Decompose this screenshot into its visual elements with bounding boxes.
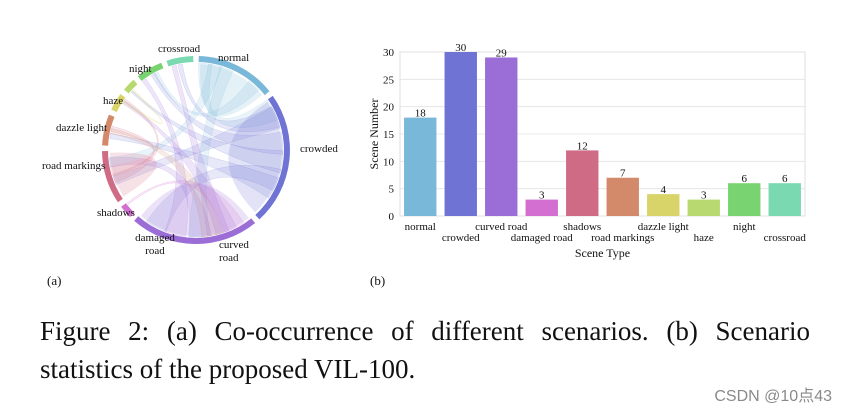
chord-arc-curved-road	[134, 216, 256, 245]
y-tick-label: 20	[383, 102, 395, 114]
bar-curved-road	[485, 57, 518, 216]
data-label: 30	[455, 42, 467, 54]
chord-ribbon	[109, 157, 212, 238]
y-axis-label: Scene Number	[367, 99, 381, 170]
chord-ribbon	[112, 98, 159, 184]
chord-arc-shadows	[102, 151, 123, 203]
chord-label: shadows	[97, 207, 135, 219]
panel-a-label: (a)	[47, 273, 61, 288]
chord-arc-night	[137, 62, 164, 81]
bar-night	[728, 183, 761, 216]
chord-label: damaged road	[135, 232, 175, 257]
bar-chart: 0 5 10 15 20 25 30 18 normal 30 crowded 29 curved ro…	[367, 42, 806, 260]
watermark: CSDN @10点43	[714, 388, 832, 405]
y-tick-label: 10	[383, 156, 395, 168]
chord-arc-dazzle-light	[111, 94, 126, 113]
y-tick-label: 15	[383, 129, 395, 141]
figure: normal crowded curved road damaged road shadow…	[42, 42, 806, 288]
chord-ribbon	[122, 100, 237, 235]
chord-self-ribbon	[200, 64, 263, 117]
figure-caption: Figure 2: (a) Co-occurrence of different…	[40, 316, 810, 384]
y-tick-label: 25	[383, 74, 395, 86]
x-tick-label: road markings	[591, 232, 654, 244]
chord-arc-road-markings	[102, 114, 115, 146]
chord-label: curved road	[219, 239, 249, 264]
chord-ribbon	[198, 62, 278, 128]
data-label: 3	[539, 190, 545, 202]
bar-shadows	[566, 150, 599, 216]
x-tick-label: crossroad	[764, 232, 807, 244]
data-label: 3	[701, 190, 707, 202]
x-tick-label: curved road	[475, 221, 528, 233]
y-tick-label: 5	[389, 184, 395, 196]
chord-ribbon	[177, 63, 281, 133]
chord-label: crossroad	[158, 43, 201, 55]
x-tick-label: haze	[694, 232, 714, 244]
data-label: 6	[742, 173, 748, 185]
chord-label: dazzle light	[56, 122, 107, 134]
data-label: 29	[496, 47, 508, 59]
chord-ribbon	[109, 63, 222, 167]
bar-crossroad	[768, 183, 801, 216]
x-tick-label: dazzle light	[638, 221, 689, 233]
data-label: 12	[577, 140, 588, 152]
bar-normal	[404, 117, 437, 216]
bar-damaged-road	[525, 199, 558, 216]
chord-arc-crossroad	[166, 56, 194, 67]
chord-self-ribbon	[228, 101, 282, 213]
x-axis-label: Scene Type	[575, 246, 630, 260]
chord-ribbon	[110, 128, 224, 238]
chord-arc-damaged-road	[121, 203, 135, 217]
chord-ribbon	[188, 66, 234, 238]
chord-ribbon	[109, 133, 279, 199]
x-tick-label: crowded	[442, 232, 480, 244]
bar-dazzle-light	[647, 194, 680, 216]
bar-haze	[687, 199, 720, 216]
x-tick-label: night	[733, 221, 756, 233]
chord-ribbon	[150, 72, 284, 155]
data-label: 6	[782, 173, 788, 185]
chord-label: haze	[103, 95, 123, 107]
chord-ribbon	[142, 78, 188, 237]
x-tick-label: damaged road	[511, 232, 573, 244]
bar-crowded	[444, 52, 477, 216]
chord-arc-crowded	[255, 95, 290, 220]
chord-label: normal	[218, 52, 249, 64]
chord-ribbon	[112, 107, 281, 185]
data-label: 18	[415, 108, 427, 120]
y-tick-label: 0	[389, 211, 395, 223]
x-tick-label: normal	[405, 221, 436, 233]
chord-label: crowded	[300, 143, 338, 155]
chord-ribbon	[153, 71, 260, 117]
ribbons	[109, 62, 284, 238]
chord-ribbon	[110, 125, 155, 176]
chord-ribbon	[130, 90, 284, 174]
chord-ribbon	[122, 89, 163, 124]
data-label: 7	[620, 168, 626, 180]
chord-arc-normal	[198, 56, 270, 96]
bar-road-markings	[606, 177, 639, 216]
chord-label: road markings	[42, 160, 105, 172]
y-tick-label: 30	[383, 47, 395, 59]
chord-self-ribbon	[110, 152, 157, 197]
panel-b-label: (b)	[370, 273, 385, 288]
chord-ribbon	[171, 65, 230, 237]
chord-self-ribbon	[140, 183, 249, 236]
chord-arc-haze	[124, 79, 138, 94]
chord-ribbon	[146, 165, 282, 232]
data-label: 4	[661, 184, 667, 196]
chord-diagram: normal crowded curved road damaged road shadow…	[42, 43, 338, 264]
chord-ribbon	[126, 180, 245, 233]
x-tick-label: shadows	[563, 221, 601, 233]
chord-label: night	[129, 63, 152, 75]
